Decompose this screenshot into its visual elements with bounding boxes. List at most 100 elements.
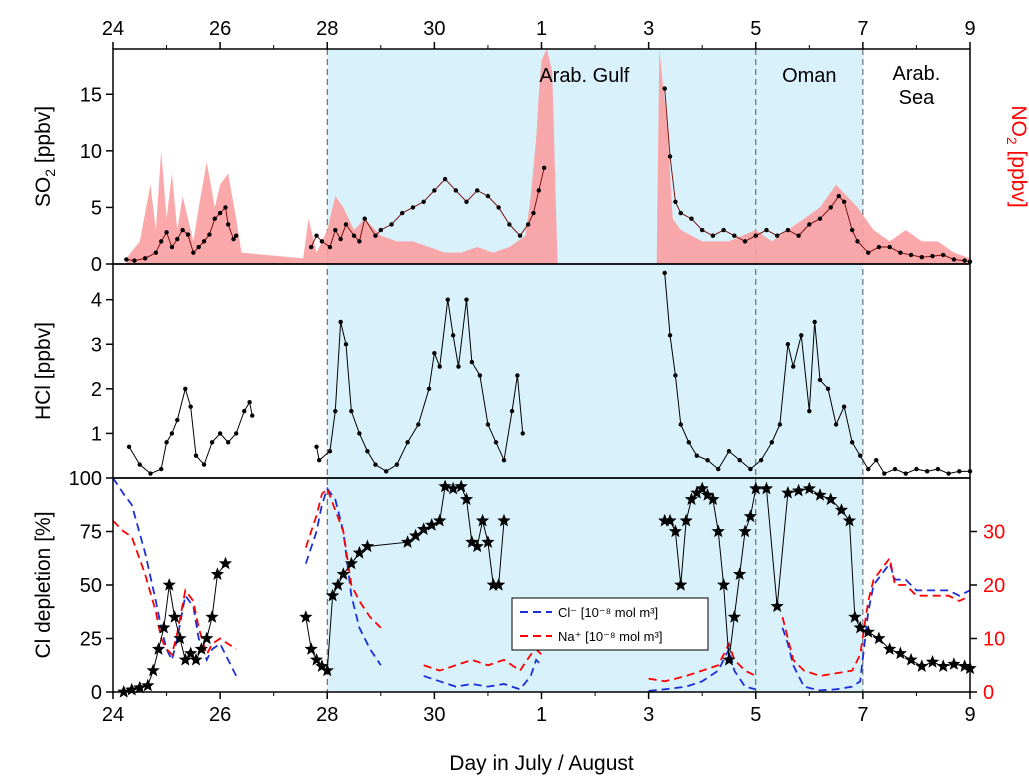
hcl-point-36	[450, 333, 456, 338]
so2-point-49	[662, 86, 667, 91]
so2-point-19	[233, 233, 239, 238]
x-tick-label-bottom-0: 24	[102, 704, 124, 726]
cl-depletion-star-78	[904, 652, 918, 666]
cl-depletion-star-83	[958, 659, 972, 672]
shaded-region-0	[327, 49, 863, 692]
cl-depletion-star-28	[360, 539, 375, 553]
hcl-point-19	[317, 457, 322, 463]
hcl-point-72	[866, 466, 871, 472]
hcl-point-73	[874, 457, 879, 463]
so2-point-68	[841, 199, 847, 204]
x-axis-label: Day in July / August	[449, 752, 634, 775]
cl-line-4	[781, 561, 971, 692]
y-mid-tick-label-0: 1	[91, 423, 102, 445]
so2-point-5	[164, 230, 169, 235]
cl-depletion-star-4	[146, 663, 160, 677]
cl-depletion-star-5	[151, 642, 166, 655]
cl-depletion-star-27	[352, 545, 366, 559]
divider-layer	[326, 49, 864, 692]
cl-line-3	[648, 646, 756, 692]
hcl-point-46	[520, 431, 525, 436]
hcl-point-59	[769, 440, 775, 445]
so2-point-3	[153, 250, 159, 255]
hcl-point-58	[758, 457, 764, 463]
so2-point-30	[373, 233, 378, 238]
x-tick-label-top-6: 5	[750, 18, 761, 40]
y-bot-tick-label-4: 100	[69, 468, 102, 490]
shaded-region-layer	[327, 49, 863, 692]
hcl-point-54	[716, 466, 721, 472]
so2-point-47	[536, 188, 542, 193]
cl-depletion-star-12	[189, 652, 203, 666]
tick-label-layer: 2424262628283030113355779905101512340255…	[69, 18, 1006, 726]
cl-depletion-star-19	[304, 642, 318, 655]
hcl-point-74	[882, 471, 887, 476]
so2-point-39	[464, 199, 469, 204]
hcl-point-13	[225, 440, 231, 445]
so2-point-43	[507, 222, 512, 227]
hcl-point-37	[456, 364, 461, 369]
hcl-point-38	[464, 297, 469, 302]
so2-point-55	[710, 233, 716, 238]
hcl-line-0	[128, 386, 253, 475]
hcl-point-24	[349, 408, 354, 414]
so2-point-1	[132, 258, 137, 263]
x-tick-label-top-2: 28	[316, 18, 338, 40]
so2-point-31	[378, 227, 384, 233]
cl-depletion-star-68	[813, 488, 827, 501]
cl-depletion-star-45	[658, 513, 672, 527]
hcl-point-15	[242, 408, 247, 414]
cl-depletion-star-33	[433, 513, 447, 527]
so2-point-42	[496, 205, 501, 210]
y-axis-label-cl-depletion: Cl depletion [%]	[32, 511, 55, 658]
so2-point-10	[191, 250, 196, 255]
hcl-point-70	[849, 440, 855, 445]
so2-point-16	[223, 205, 228, 210]
so2-point-21	[314, 233, 319, 238]
cl-depletion-star-64	[770, 599, 784, 613]
so2-point-17	[225, 222, 231, 227]
cl-depletion-star-44	[497, 513, 511, 527]
hcl-point-67	[825, 386, 831, 392]
data-layer	[112, 49, 977, 698]
so2-point-70	[855, 239, 860, 244]
cl-depletion-star-43	[492, 578, 506, 591]
so2-point-64	[807, 222, 812, 227]
so2-point-4	[159, 239, 164, 244]
cl-depletion-star-53	[700, 488, 715, 501]
hcl-point-28	[383, 469, 389, 474]
so2-point-58	[742, 239, 748, 244]
cl-depletion-star-31	[417, 522, 431, 535]
cl-depletion-star-72	[848, 610, 862, 623]
so2-point-67	[836, 193, 841, 199]
hcl-point-16	[247, 400, 252, 405]
so2-point-57	[732, 233, 737, 238]
cl-depletion-star-50	[684, 492, 699, 506]
hcl-point-11	[209, 440, 215, 445]
so2-point-56	[721, 227, 726, 233]
cl-depletion-star-66	[791, 483, 806, 497]
hcl-point-18	[314, 444, 319, 449]
cl-depletion-star-82	[947, 657, 961, 670]
y-top-tick-label-2: 10	[80, 141, 102, 163]
so2-point-45	[525, 222, 531, 227]
so2-point-46	[531, 210, 536, 216]
x-tick-label-top-0: 24	[102, 18, 124, 40]
hcl-point-3	[159, 466, 164, 472]
x-tick-label-top-1: 26	[209, 18, 231, 40]
hcl-point-27	[373, 462, 378, 467]
so2-point-48	[541, 165, 547, 171]
region-label-arab-gulf: Arab. Gulf	[539, 65, 629, 87]
cl-depletion-star-26	[344, 556, 358, 570]
hcl-point-6	[175, 417, 180, 423]
hcl-point-22	[338, 319, 343, 325]
so2-point-59	[753, 233, 758, 238]
x-tick-label-bottom-4: 1	[536, 704, 547, 726]
x-tick-label-top-4: 1	[536, 18, 547, 40]
hcl-point-65	[812, 319, 817, 325]
so2-point-71	[866, 250, 871, 255]
hcl-point-77	[914, 466, 919, 472]
x-tick-label-bottom-6: 5	[750, 704, 761, 726]
cl-depletion-star-47	[668, 524, 683, 538]
